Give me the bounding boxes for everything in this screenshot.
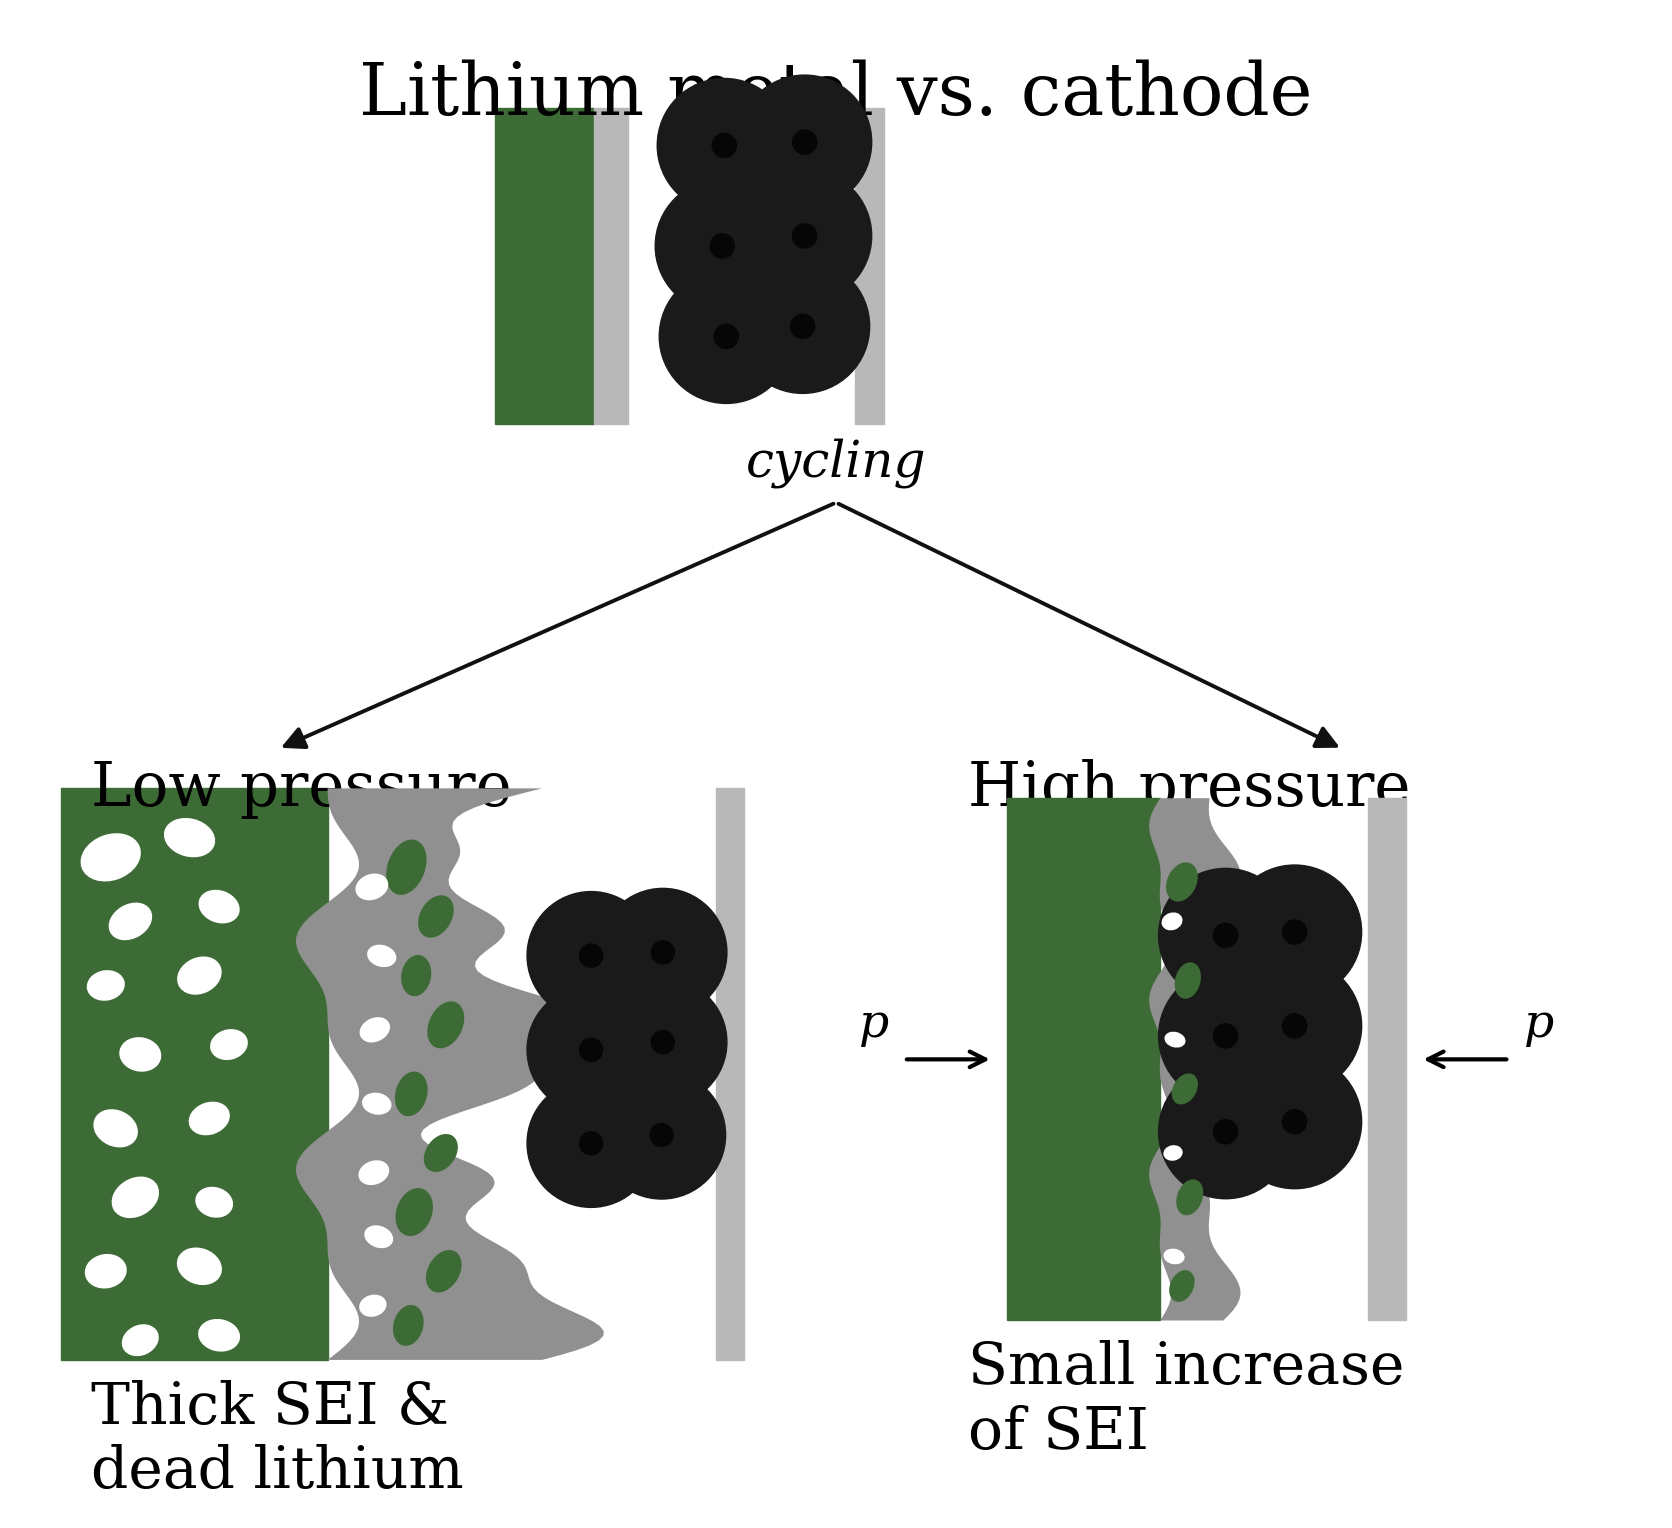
Text: p: p [1525, 1002, 1555, 1048]
Circle shape [1159, 1065, 1292, 1199]
Bar [1368, 798, 1406, 1320]
Circle shape [793, 130, 816, 154]
Ellipse shape [388, 840, 425, 894]
Ellipse shape [1165, 1033, 1185, 1047]
Circle shape [655, 179, 789, 313]
Ellipse shape [426, 1251, 460, 1291]
Ellipse shape [197, 1189, 232, 1216]
Ellipse shape [403, 957, 430, 995]
Circle shape [736, 260, 869, 393]
Text: Low pressure: Low pressure [90, 759, 512, 819]
Ellipse shape [420, 897, 453, 937]
Ellipse shape [89, 972, 124, 999]
Polygon shape [1149, 798, 1241, 1320]
Ellipse shape [114, 1178, 157, 1216]
Circle shape [1282, 1013, 1308, 1038]
Circle shape [711, 234, 734, 258]
Circle shape [1227, 865, 1361, 999]
Ellipse shape [82, 834, 139, 880]
Ellipse shape [211, 1030, 246, 1059]
Ellipse shape [428, 1002, 463, 1047]
Circle shape [650, 1123, 674, 1146]
Bar [62, 788, 328, 1360]
Circle shape [580, 1038, 602, 1062]
Circle shape [1282, 920, 1308, 944]
Circle shape [1227, 1054, 1361, 1189]
Ellipse shape [1164, 1250, 1184, 1264]
Circle shape [712, 133, 736, 157]
Ellipse shape [199, 1320, 239, 1351]
Ellipse shape [368, 946, 395, 966]
Circle shape [527, 986, 655, 1114]
Circle shape [1227, 960, 1361, 1093]
Ellipse shape [1162, 914, 1182, 929]
Ellipse shape [179, 958, 221, 993]
Bar [495, 108, 594, 423]
Text: High pressure: High pressure [968, 759, 1411, 821]
Ellipse shape [396, 1073, 426, 1115]
Ellipse shape [1172, 1074, 1197, 1103]
Ellipse shape [124, 1326, 157, 1355]
Circle shape [737, 170, 871, 303]
Text: Thick SEI &
dead lithium: Thick SEI & dead lithium [90, 1380, 463, 1500]
Bar [716, 788, 744, 1360]
Circle shape [652, 1030, 674, 1054]
Ellipse shape [191, 1103, 229, 1134]
Circle shape [659, 269, 793, 403]
Ellipse shape [87, 1256, 125, 1287]
Ellipse shape [1170, 1271, 1194, 1300]
Circle shape [1159, 969, 1292, 1103]
Ellipse shape [1177, 1180, 1202, 1215]
Circle shape [652, 941, 674, 964]
Ellipse shape [361, 1018, 390, 1042]
Circle shape [737, 75, 871, 209]
Ellipse shape [359, 1296, 386, 1316]
Text: Lithium metal vs. cathode: Lithium metal vs. cathode [359, 60, 1313, 130]
Bar [594, 108, 629, 423]
Circle shape [527, 1079, 655, 1207]
Ellipse shape [120, 1039, 161, 1070]
Bar [1008, 798, 1160, 1320]
Ellipse shape [1164, 1146, 1182, 1160]
Circle shape [1214, 923, 1237, 947]
Ellipse shape [359, 1161, 388, 1184]
Ellipse shape [1175, 963, 1200, 998]
Ellipse shape [166, 819, 214, 856]
Ellipse shape [95, 1111, 137, 1146]
Ellipse shape [356, 874, 388, 900]
Ellipse shape [363, 1094, 391, 1114]
Circle shape [1214, 1120, 1237, 1144]
Circle shape [657, 78, 791, 212]
Ellipse shape [1167, 863, 1197, 902]
Circle shape [1214, 1024, 1237, 1048]
Circle shape [793, 225, 816, 248]
Circle shape [1282, 1109, 1308, 1134]
Ellipse shape [395, 1306, 423, 1345]
Circle shape [791, 315, 814, 338]
Circle shape [599, 888, 727, 1016]
Text: Small increase
of SEI: Small increase of SEI [968, 1340, 1404, 1461]
Ellipse shape [110, 905, 150, 938]
Text: cycling: cycling [746, 439, 926, 487]
Ellipse shape [425, 1135, 456, 1170]
Ellipse shape [179, 1248, 221, 1284]
Ellipse shape [201, 891, 239, 921]
Circle shape [599, 978, 727, 1106]
Polygon shape [296, 788, 604, 1360]
Circle shape [1159, 868, 1292, 1002]
Circle shape [597, 1071, 726, 1199]
Circle shape [580, 944, 602, 967]
Circle shape [527, 891, 655, 1019]
Ellipse shape [396, 1189, 431, 1235]
Bar [854, 108, 884, 423]
Circle shape [714, 324, 739, 348]
Circle shape [580, 1132, 602, 1155]
Ellipse shape [366, 1227, 393, 1247]
Text: p: p [859, 1002, 890, 1048]
